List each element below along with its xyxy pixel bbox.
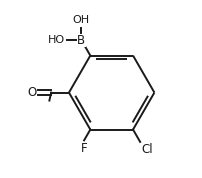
- Text: OH: OH: [73, 15, 90, 25]
- Text: O: O: [27, 86, 36, 99]
- Text: HO: HO: [47, 35, 64, 45]
- Text: Cl: Cl: [141, 143, 153, 156]
- Text: B: B: [77, 34, 85, 47]
- Text: F: F: [81, 142, 87, 155]
